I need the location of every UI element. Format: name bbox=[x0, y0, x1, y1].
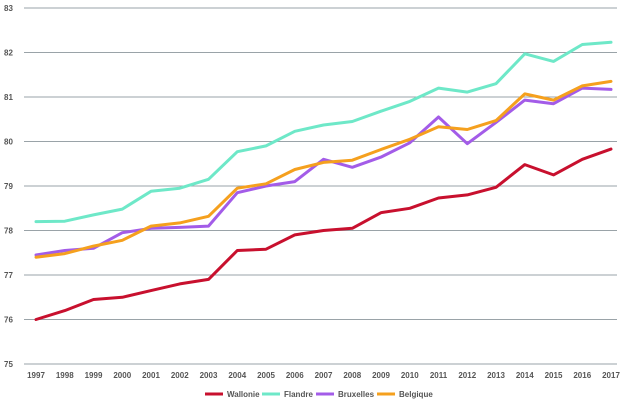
x-axis-tick-labels: 1997 1998 1999 2000 2001 2002 2003 2004 2005 2006… bbox=[27, 371, 620, 380]
y-tick-label: 83 bbox=[4, 4, 13, 13]
x-tick-label: 2007 bbox=[315, 371, 333, 380]
x-tick-label: 2006 bbox=[286, 371, 304, 380]
x-tick-label: 2012 bbox=[458, 371, 476, 380]
x-tick-label: 2004 bbox=[228, 371, 246, 380]
x-tick-label: 2017 bbox=[602, 371, 620, 380]
legend-label: Belgique bbox=[399, 390, 433, 399]
legend-label: Flandre bbox=[284, 390, 313, 399]
x-tick-label: 2009 bbox=[372, 371, 390, 380]
y-tick-label: 78 bbox=[4, 227, 13, 236]
x-tick-label: 2000 bbox=[113, 371, 131, 380]
y-tick-label: 81 bbox=[4, 93, 13, 102]
y-tick-label: 75 bbox=[4, 360, 13, 369]
series-line-belgique bbox=[34, 79, 613, 259]
x-tick-label: 2005 bbox=[257, 371, 275, 380]
series-lines bbox=[34, 40, 613, 321]
x-tick-label: 2011 bbox=[430, 371, 448, 380]
y-axis-tick-labels: 75 76 77 78 79 80 81 82 83 bbox=[4, 4, 13, 369]
x-tick-label: 2013 bbox=[487, 371, 505, 380]
x-tick-label: 2015 bbox=[545, 371, 563, 380]
x-tick-label: 1999 bbox=[85, 371, 103, 380]
legend-label: Wallonie bbox=[227, 390, 260, 399]
y-tick-label: 77 bbox=[4, 271, 13, 280]
series-line-bruxelles bbox=[34, 86, 613, 257]
x-tick-label: 2010 bbox=[401, 371, 419, 380]
legend-label: Bruxelles bbox=[338, 390, 375, 399]
y-tick-label: 79 bbox=[4, 182, 13, 191]
x-tick-label: 2008 bbox=[343, 371, 361, 380]
x-tick-label: 2003 bbox=[200, 371, 218, 380]
x-tick-label: 2014 bbox=[516, 371, 534, 380]
y-tick-label: 80 bbox=[4, 138, 13, 147]
y-tick-label: 76 bbox=[4, 316, 13, 325]
x-tick-label: 2001 bbox=[142, 371, 160, 380]
x-tick-label: 1997 bbox=[27, 371, 45, 380]
x-tick-label: 1998 bbox=[56, 371, 74, 380]
x-tick-label: 2016 bbox=[573, 371, 591, 380]
grid-lines bbox=[24, 7, 617, 365]
series-line-flandre bbox=[34, 40, 613, 224]
y-tick-label: 82 bbox=[4, 49, 13, 58]
series-line-wallonie bbox=[34, 147, 613, 321]
legend: Wallonie Flandre Bruxelles Belgique bbox=[205, 390, 433, 399]
x-tick-label: 2002 bbox=[171, 371, 189, 380]
